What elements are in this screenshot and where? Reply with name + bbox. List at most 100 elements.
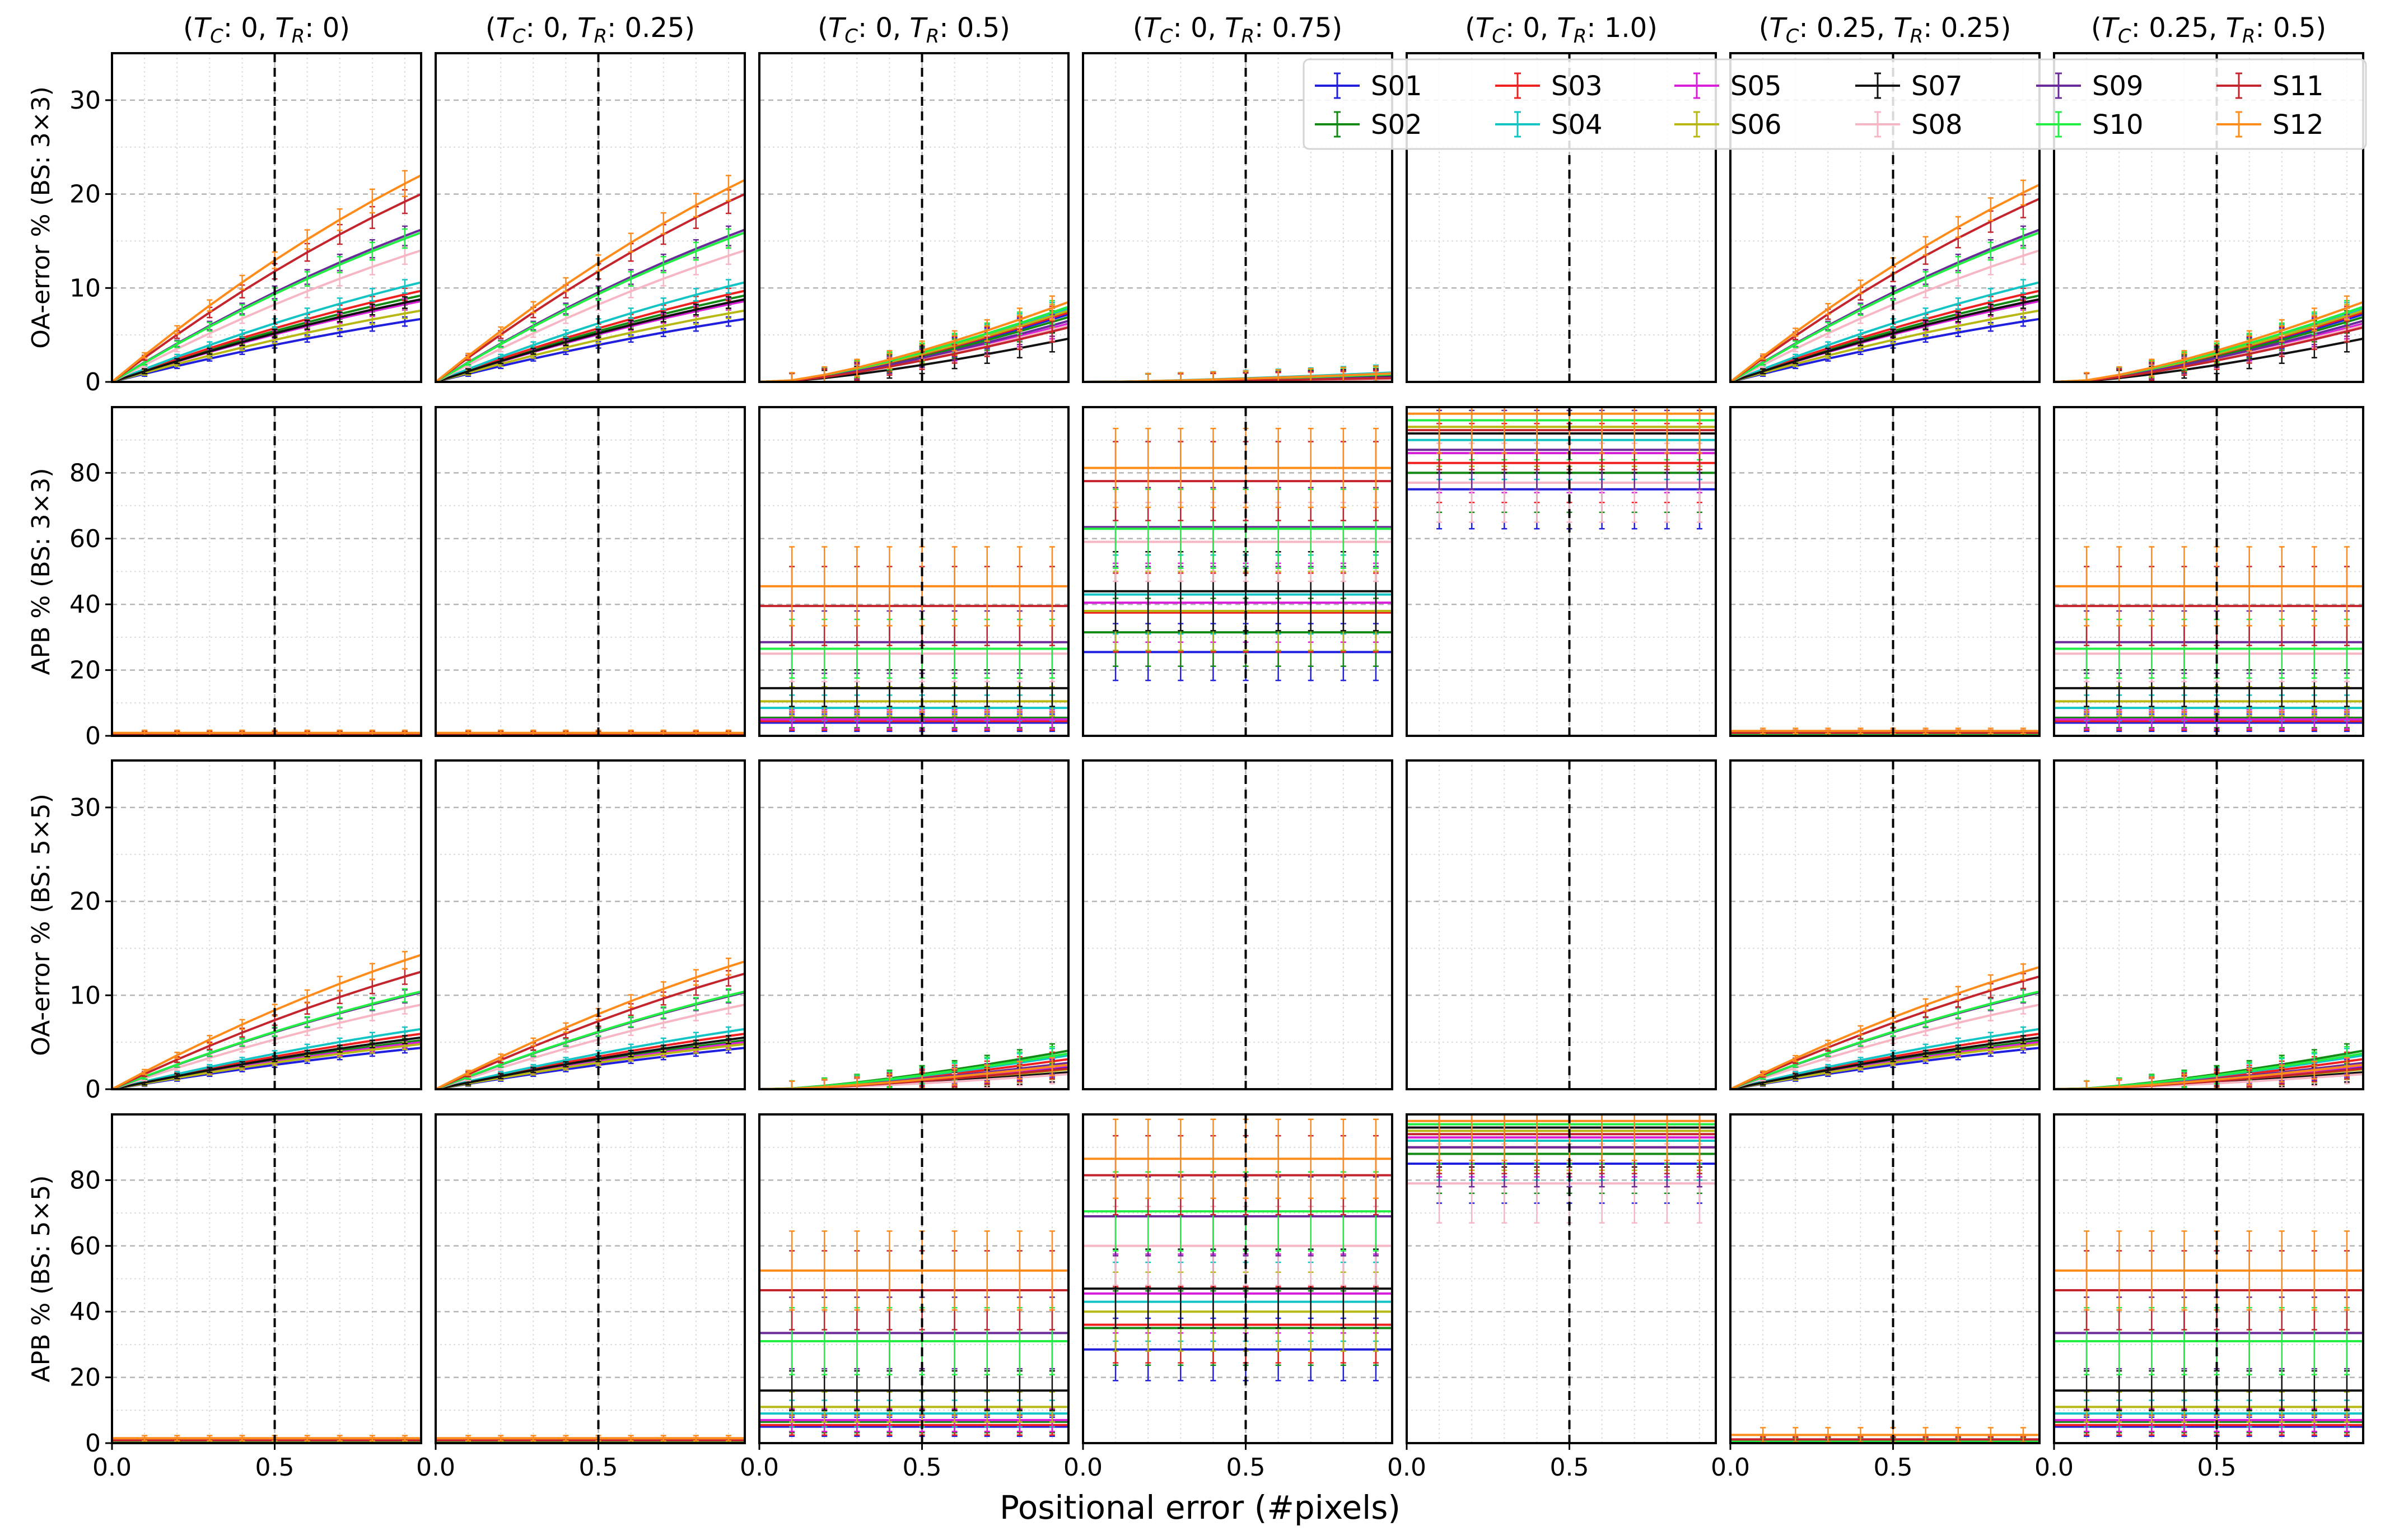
- subplot: [1729, 406, 2041, 737]
- column-title-part: (: [486, 12, 496, 44]
- column-title-part: : 0,: [858, 12, 909, 44]
- column-title-part: R: [1574, 25, 1587, 48]
- column-title-part: T: [1893, 12, 1912, 44]
- column-title-part: T: [1144, 12, 1162, 44]
- column-title-part: T: [2102, 12, 2120, 44]
- column-title-part: : 0.25,: [1799, 12, 1894, 44]
- column-title-part: C: [512, 25, 526, 48]
- column-title-part: : 0): [305, 12, 350, 44]
- subplot-frame: [2053, 52, 2364, 383]
- column-title-part: T: [1225, 12, 1243, 44]
- column-title-part: C: [1786, 25, 1799, 48]
- column-title-part: T: [194, 12, 212, 44]
- column-title-part: T: [909, 12, 928, 44]
- y-tick-label: 20: [69, 180, 101, 209]
- y-tick-label: 0: [85, 368, 101, 396]
- y-tick-label: 40: [69, 590, 101, 619]
- subplot-background: [436, 407, 745, 736]
- column-title-part: C: [1492, 25, 1505, 48]
- column-title-part: : 0.75): [1254, 12, 1342, 44]
- column-title: (TC: 0, TR: 0): [183, 12, 350, 48]
- y-tick-label: 0: [85, 722, 101, 750]
- y-axis-label: OA-error % (BS: 3×3): [27, 86, 55, 349]
- column-title-part: : 1.0): [1586, 12, 1658, 44]
- column-title-part: R: [1910, 25, 1924, 48]
- y-tick-label: 60: [69, 525, 101, 553]
- column-title-part: : 0,: [1173, 12, 1225, 44]
- column-title-part: (: [1759, 12, 1770, 44]
- column-title-part: (: [1465, 12, 1476, 44]
- subplot: [1406, 406, 1717, 737]
- subplot-frame: [1406, 406, 1717, 737]
- column-title: (TC: 0.25, TR: 0.25): [1759, 12, 2011, 48]
- column-title-part: R: [2242, 25, 2256, 48]
- column-title-part: T: [1769, 12, 1787, 44]
- subplot-background: [1730, 407, 2039, 736]
- column-title-part: : 0.5): [939, 12, 1010, 44]
- column-title: (TC: 0, TR: 0.25): [486, 12, 695, 48]
- subplot-frame: [1082, 52, 1393, 383]
- column-title-part: C: [210, 25, 223, 48]
- column-title-part: : 0,: [223, 12, 275, 44]
- subplot-frame: [111, 406, 422, 737]
- y-axis-label: APB % (BS: 3×3): [27, 468, 55, 675]
- subplot-frame: [2053, 406, 2364, 737]
- column-title-part: R: [1241, 25, 1254, 48]
- column-title-part: C: [2118, 25, 2131, 48]
- subplot: [758, 406, 1070, 737]
- column-title: (TC: 0, TR: 0.75): [1133, 12, 1342, 48]
- subplot-frame: [435, 406, 746, 737]
- subplot-frame: [1729, 52, 2041, 383]
- series-group: [112, 170, 421, 382]
- subplot: 0 20 40 60 80: [69, 406, 422, 750]
- subplot-frame: [1406, 52, 1717, 383]
- y-tick-label: 30: [69, 86, 101, 115]
- column-title-part: T: [828, 12, 847, 44]
- column-title-part: T: [1476, 12, 1494, 44]
- column-title-part: (: [818, 12, 828, 44]
- column-title-part: (: [2091, 12, 2102, 44]
- column-title-part: C: [1160, 25, 1173, 48]
- column-title-part: T: [275, 12, 293, 44]
- column-title-part: : 0,: [1505, 12, 1557, 44]
- subplot-background: [112, 407, 421, 736]
- column-title-part: : 0.25): [607, 12, 695, 44]
- series-group: [2054, 546, 2363, 732]
- column-title-part: T: [496, 12, 515, 44]
- subplot-frame: [758, 52, 1070, 383]
- column-title-part: T: [1557, 12, 1575, 44]
- column-title-part: : 0.25,: [2131, 12, 2226, 44]
- y-tick-label: 80: [69, 459, 101, 487]
- subplot-frame: [1082, 406, 1393, 737]
- column-title-part: R: [594, 25, 607, 48]
- subplot: (TC: 0, TR: 0.25): [435, 12, 746, 383]
- column-title-part: (: [183, 12, 194, 44]
- column-title-part: C: [844, 25, 858, 48]
- series-group: [1730, 727, 2039, 736]
- subplot: (TC: 0, TR: 0.5): [758, 12, 1070, 383]
- column-title: (TC: 0, TR: 0.5): [818, 12, 1010, 48]
- y-tick-label: 20: [69, 656, 101, 685]
- subplot-frame: [1729, 406, 2041, 737]
- column-title-part: T: [2226, 12, 2244, 44]
- column-title-part: (: [1133, 12, 1144, 44]
- column-title-part: R: [926, 25, 940, 48]
- column-title: (TC: 0, TR: 1.0): [1465, 12, 1658, 48]
- subplot: [1082, 406, 1393, 737]
- column-title: (TC: 0.25, TR: 0.5): [2091, 12, 2326, 48]
- y-axis-label: OA-error % (BS: 5×5): [27, 794, 55, 1056]
- series-group: [1407, 407, 1716, 530]
- subplot-frame: [435, 52, 746, 383]
- y-tick-label: 10: [69, 274, 101, 302]
- subplot-frame: [758, 406, 1070, 737]
- column-title-part: : 0.5): [2256, 12, 2327, 44]
- subplot-frame: [111, 52, 422, 383]
- column-title-part: : 0.25): [1923, 12, 2011, 44]
- column-title-part: R: [292, 25, 305, 48]
- subplot: [435, 406, 746, 737]
- column-title-part: : 0,: [526, 12, 577, 44]
